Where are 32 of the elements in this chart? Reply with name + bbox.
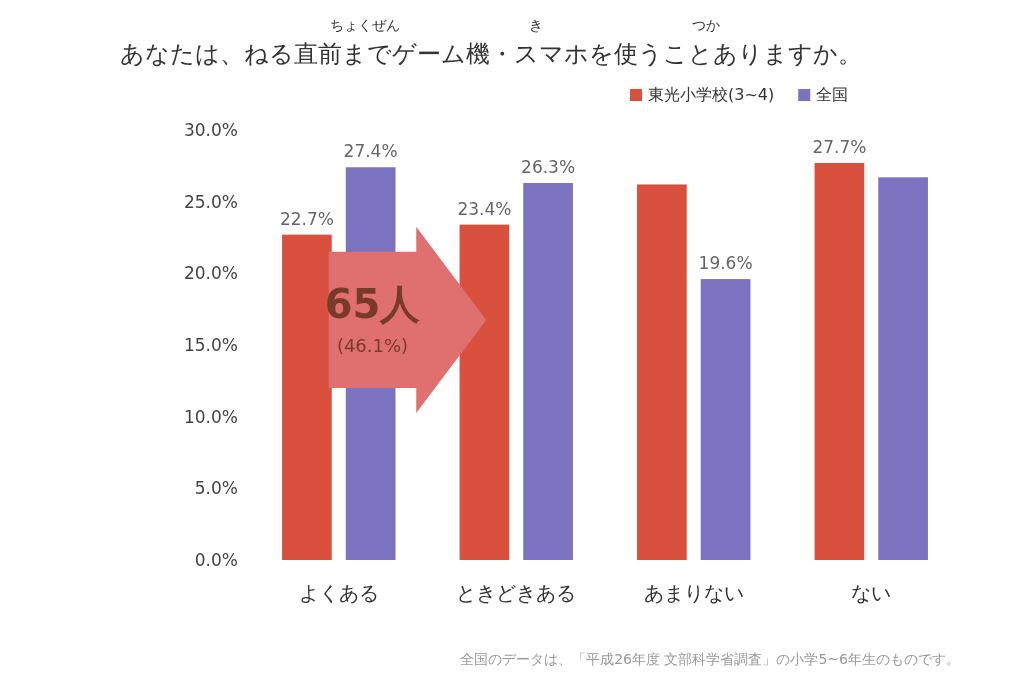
x-tick-label: よくある — [298, 581, 379, 605]
bar — [700, 279, 751, 560]
legend-label: 東光小学校(3~4) — [648, 85, 775, 104]
data-label: 27.4% — [343, 141, 398, 162]
data-label: 23.4% — [457, 198, 512, 219]
y-tick-label: 10.0% — [183, 406, 238, 427]
y-tick-label: 15.0% — [183, 335, 238, 355]
annotation: (46.1%) — [336, 334, 409, 356]
data-label: 19.6% — [698, 253, 753, 274]
bar — [459, 224, 510, 560]
x-tick-label: ときどきある — [456, 581, 577, 605]
y-tick-label: 20.0% — [183, 263, 238, 284]
data-label: 27.7% — [812, 136, 867, 157]
bar — [637, 184, 687, 560]
text: 全国のデータは、「平成26年度 文部科学省調査」の小学5~6年生のものです。 — [460, 651, 960, 667]
x-tick-label: あまりない — [643, 581, 744, 605]
y-tick-label: 25.0% — [183, 191, 238, 212]
chart-title: あなたは、ねる直前までゲーム機・スマホを使うことありますか。 — [120, 40, 862, 68]
bar — [878, 177, 928, 560]
text: き — [528, 17, 543, 33]
data-label: 22.7% — [279, 208, 334, 229]
y-tick-label: 0.0% — [194, 550, 238, 570]
bar — [814, 162, 865, 560]
y-tick-label: 30.0% — [183, 120, 238, 140]
annotation: 65人 — [324, 280, 422, 327]
text: ちょくぜん — [329, 17, 400, 33]
x-tick-label: ない — [851, 581, 892, 605]
y-tick-label: 5.0% — [194, 478, 238, 499]
data-label: 26.3% — [521, 157, 576, 178]
text: つか — [692, 17, 721, 33]
legend-label: 全国 — [816, 85, 849, 104]
bar — [523, 183, 573, 560]
